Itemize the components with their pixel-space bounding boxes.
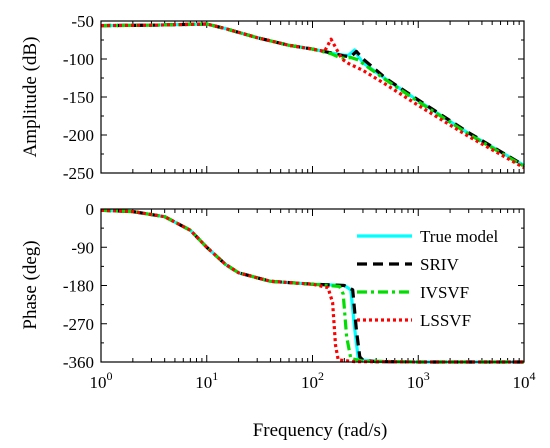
phase-axis-title: Phase (deg) bbox=[20, 240, 41, 329]
phase-series-lssvf bbox=[100, 208, 524, 364]
x-tick-label: 103 bbox=[407, 369, 430, 392]
phase-y-tick-label: -360 bbox=[63, 353, 94, 372]
phase-y-tick-label: -90 bbox=[71, 238, 94, 257]
legend-label-sriv: SRIV bbox=[420, 255, 459, 274]
x-tick-label: 100 bbox=[90, 369, 113, 392]
amplitude-axis-title: Amplitude (dB) bbox=[20, 37, 41, 158]
amplitude-series bbox=[100, 22, 525, 170]
legend: True model SRIV IVSVF LSSVF bbox=[357, 227, 499, 330]
amplitude-y-tick-label: -150 bbox=[63, 88, 94, 107]
x-tick-label: 102 bbox=[301, 369, 324, 392]
amplitude-y-tick-label: -250 bbox=[63, 164, 94, 183]
amplitude-y-tick-label: -50 bbox=[71, 12, 94, 31]
legend-label-ivsvf: IVSVF bbox=[420, 283, 469, 302]
amplitude-y-tick-label: -100 bbox=[63, 50, 94, 69]
x-tick-label: 104 bbox=[513, 369, 536, 392]
phase-y-tick-label: -270 bbox=[63, 315, 94, 334]
amplitude-series-true-model bbox=[100, 22, 525, 167]
phase-series bbox=[100, 208, 524, 364]
legend-label-true-model: True model bbox=[420, 227, 499, 246]
legend-label-lssvf: LSSVF bbox=[420, 311, 471, 330]
amplitude-y-tick-label: -200 bbox=[63, 126, 94, 145]
frequency-axis-title: Frequency (rad/s) bbox=[253, 420, 388, 441]
amplitude-axes-frame bbox=[100, 20, 525, 174]
phase-y-tick-label: 0 bbox=[86, 200, 95, 219]
amplitude-ticks: -50 -100 -150 -200 -250 bbox=[63, 12, 525, 183]
amplitude-series-sriv bbox=[100, 22, 525, 167]
amplitude-series-lssvf bbox=[100, 22, 525, 170]
amplitude-series-ivsvf bbox=[100, 22, 525, 168]
x-tick-label: 101 bbox=[195, 369, 218, 392]
amplitude-panel: Amplitude (dB) -50 -100 -150 -200 -250 bbox=[20, 12, 525, 183]
phase-y-tick-label: -180 bbox=[63, 277, 94, 296]
phase-axes-frame bbox=[100, 208, 525, 363]
